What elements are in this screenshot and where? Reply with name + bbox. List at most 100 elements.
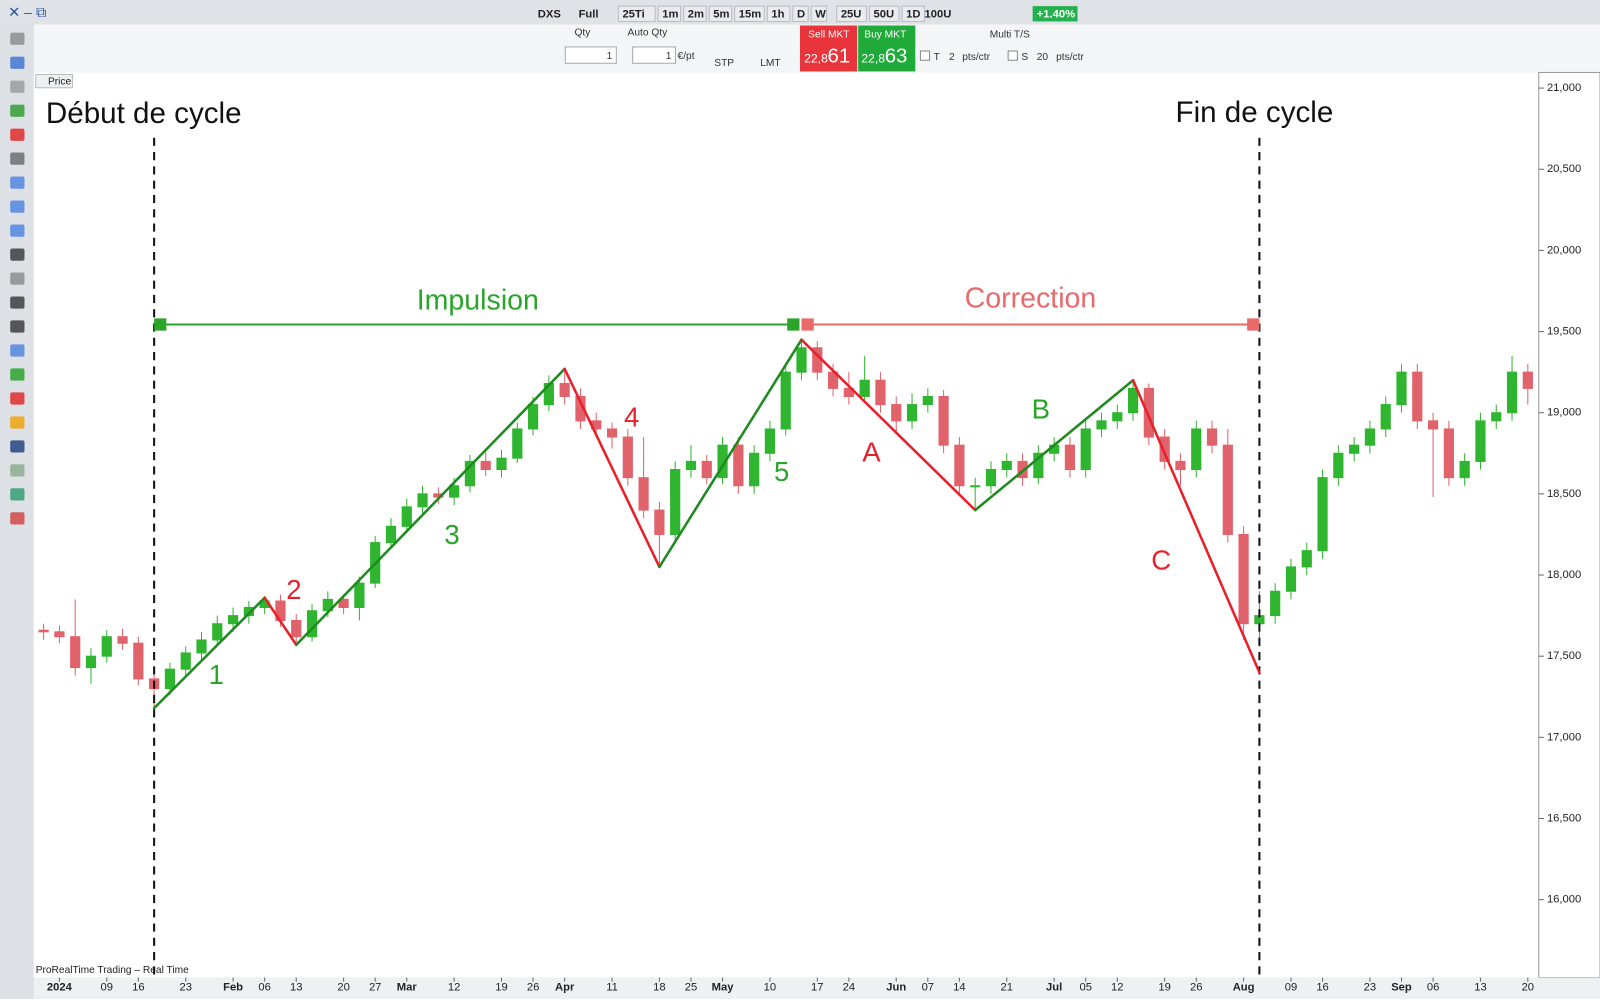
candle-body bbox=[891, 404, 902, 422]
timeframe-button[interactable] bbox=[683, 5, 707, 22]
unit-button[interactable] bbox=[901, 5, 925, 22]
sell-price[interactable]: 61 bbox=[828, 46, 851, 68]
timeframe[interactable]: 2m bbox=[688, 8, 704, 20]
candle-body bbox=[1112, 412, 1123, 422]
candle-body bbox=[1396, 371, 1407, 406]
t-check[interactable] bbox=[919, 50, 931, 61]
candle-body bbox=[1412, 371, 1423, 422]
tool-icon[interactable] bbox=[10, 272, 25, 285]
tool-icon[interactable] bbox=[10, 464, 25, 477]
buy-price[interactable]: 63 bbox=[885, 46, 908, 68]
s-value[interactable]: 20 bbox=[1037, 52, 1049, 63]
tool-icon[interactable] bbox=[10, 32, 25, 45]
tool-icon[interactable] bbox=[10, 296, 25, 309]
tool-icon[interactable] bbox=[10, 176, 25, 189]
x-tick-label: Aug bbox=[1233, 982, 1255, 994]
sell-prefix[interactable]: 22,8 bbox=[804, 51, 828, 65]
tool-icon[interactable] bbox=[10, 56, 25, 69]
sell-label[interactable]: Sell MKT bbox=[808, 29, 849, 40]
tool-icon[interactable] bbox=[10, 440, 25, 453]
bars[interactable]: 100U bbox=[924, 8, 951, 20]
tool-icon[interactable] bbox=[10, 224, 25, 237]
timeframe[interactable]: 5m bbox=[713, 8, 729, 20]
buy-label[interactable]: Buy MKT bbox=[864, 29, 906, 40]
limit[interactable]: LMT bbox=[760, 58, 780, 69]
y-tick-label: 18,500 bbox=[1547, 488, 1581, 500]
timeframe-button[interactable] bbox=[657, 5, 682, 22]
candle-body bbox=[1443, 428, 1454, 479]
timeframe[interactable]: 15m bbox=[739, 8, 761, 20]
view[interactable]: Full bbox=[579, 8, 599, 20]
tool-icon[interactable] bbox=[10, 512, 25, 525]
buy-prefix[interactable]: 22,8 bbox=[861, 51, 885, 65]
change-badge bbox=[1032, 6, 1078, 22]
x-tick-label: 11 bbox=[606, 982, 618, 994]
unit[interactable]: 1D bbox=[906, 8, 920, 20]
buy-button[interactable] bbox=[858, 25, 916, 72]
tool-icon[interactable] bbox=[10, 80, 25, 93]
wave-segment bbox=[800, 338, 977, 512]
tool-icon[interactable] bbox=[10, 416, 25, 429]
unit[interactable]: 25U bbox=[841, 8, 862, 20]
x-tick-label: 24 bbox=[843, 982, 855, 994]
x-tick-label: 20 bbox=[1522, 982, 1534, 994]
t-value[interactable]: 2 bbox=[949, 52, 955, 63]
x-tick-label: 10 bbox=[764, 982, 776, 994]
y-tick-label: 16,500 bbox=[1547, 812, 1581, 824]
tool-icon[interactable] bbox=[10, 488, 25, 501]
unit[interactable]: 50U bbox=[873, 8, 894, 20]
timeframe[interactable]: W bbox=[815, 8, 826, 20]
qty[interactable]: 1 bbox=[607, 51, 613, 62]
tool-icon[interactable] bbox=[10, 368, 25, 381]
stop[interactable]: STP bbox=[714, 58, 734, 69]
timeframe-button[interactable] bbox=[734, 5, 765, 22]
tool-icon[interactable] bbox=[10, 152, 25, 165]
per-point[interactable]: 1 bbox=[666, 51, 672, 62]
tool-icon[interactable] bbox=[10, 320, 25, 333]
qty-box[interactable] bbox=[564, 46, 617, 64]
bracket-end bbox=[154, 318, 167, 331]
symbol[interactable]: DXS bbox=[538, 8, 562, 20]
tool-icon[interactable] bbox=[10, 248, 25, 261]
timeframe-button[interactable] bbox=[792, 5, 809, 22]
timeframe[interactable]: D bbox=[797, 8, 805, 20]
timeframe[interactable]: 1h bbox=[771, 8, 784, 20]
timeframe-button[interactable] bbox=[810, 5, 828, 22]
auto-qty[interactable]: Auto Qty bbox=[628, 27, 669, 38]
timeframe-button[interactable] bbox=[766, 5, 791, 22]
wave-segment bbox=[563, 367, 661, 569]
x-tick-label: 12 bbox=[1111, 982, 1123, 994]
timeframe[interactable]: 1m bbox=[662, 8, 678, 20]
close-icon[interactable]: ✕ ‒ ⧉ bbox=[8, 5, 46, 21]
multi[interactable]: Multi T/S bbox=[990, 29, 1030, 40]
candle-body bbox=[1001, 460, 1012, 471]
candle-body bbox=[1096, 420, 1107, 430]
candle-body bbox=[954, 444, 965, 487]
tool-icon[interactable] bbox=[10, 104, 25, 117]
x-tick-label: 2024 bbox=[47, 982, 73, 994]
candle-body bbox=[291, 619, 302, 638]
x-tick-label: 13 bbox=[290, 982, 302, 994]
candle-body bbox=[906, 404, 918, 422]
panel-tab[interactable] bbox=[35, 73, 73, 89]
unit-button[interactable] bbox=[868, 5, 900, 22]
tool-icon[interactable] bbox=[10, 344, 25, 357]
y-tick-label: 17,000 bbox=[1547, 731, 1581, 743]
tool-icon[interactable] bbox=[10, 200, 25, 213]
s-check[interactable] bbox=[1007, 50, 1018, 61]
sell-button[interactable] bbox=[800, 25, 858, 72]
tool-icon[interactable] bbox=[10, 128, 25, 141]
candle-body bbox=[701, 460, 712, 479]
x-tick-label: 07 bbox=[922, 982, 934, 994]
y-tick-label: 19,000 bbox=[1547, 407, 1581, 419]
timeframe-button[interactable] bbox=[617, 5, 656, 22]
x-tick-label: 09 bbox=[101, 982, 113, 994]
panel-label[interactable]: Price bbox=[48, 76, 72, 87]
timeframe-button[interactable] bbox=[708, 5, 733, 22]
timeframe[interactable]: 25Ti bbox=[622, 8, 644, 20]
tool-icon[interactable] bbox=[10, 392, 25, 405]
unit-button[interactable] bbox=[836, 5, 867, 22]
s-unit: pts/ctr bbox=[1056, 52, 1084, 63]
pp-box[interactable] bbox=[632, 46, 677, 64]
